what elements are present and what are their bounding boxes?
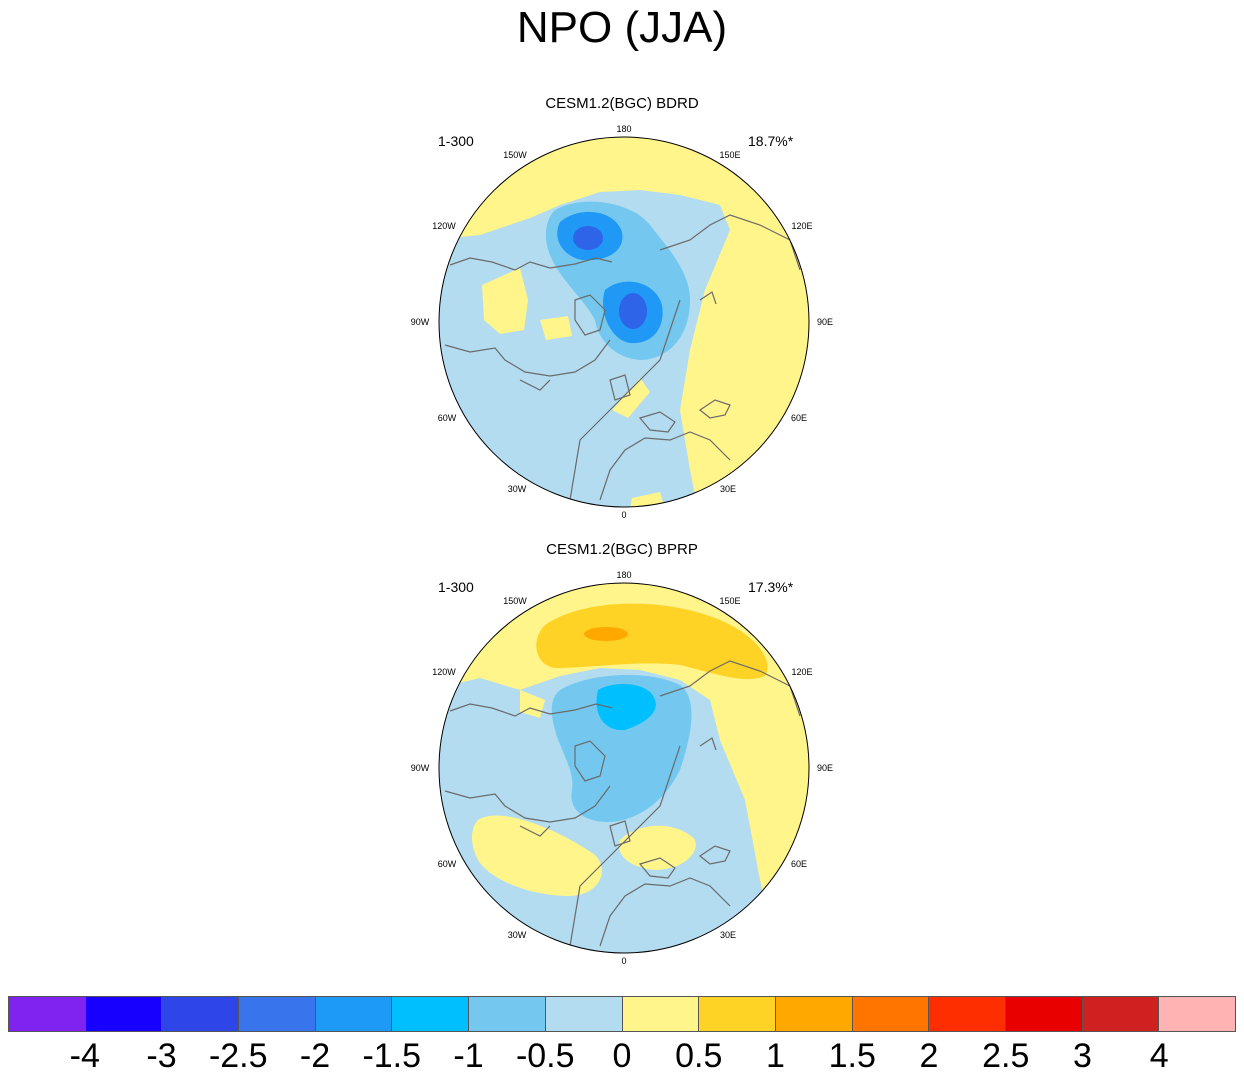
panel-title: CESM1.2(BGC) BPRP <box>546 541 698 558</box>
colorbar-swatch <box>622 997 700 1031</box>
colorbar-swatch <box>469 997 546 1031</box>
colorbar-swatch <box>1005 997 1083 1031</box>
polar-map: 180 150E 120E 90E 60E 30E 0 30W 60W 90W … <box>411 570 833 966</box>
positive-fill <box>472 815 602 896</box>
colorbar-swatch <box>162 997 240 1031</box>
lon-label: 60W <box>438 413 457 423</box>
lon-label: 120W <box>432 221 456 231</box>
polar-map: 180 150E 120E 90E 60E 30E 0 30W 60W 90W … <box>411 124 833 520</box>
panel-title: CESM1.2(BGC) BDRD <box>545 95 699 112</box>
colorbar-tick-label: 2.5 <box>982 1037 1030 1075</box>
negative-fill-light <box>551 674 692 823</box>
colorbar-tick-label: -1 <box>453 1037 484 1075</box>
lon-label: 180 <box>616 570 631 580</box>
lon-label: 150W <box>503 596 527 606</box>
colorbar-tick-label: -2.5 <box>208 1037 268 1075</box>
colorbar-tick-label: -4 <box>69 1037 100 1075</box>
colorbar-swatch <box>392 997 470 1031</box>
colorbar <box>8 996 1236 1032</box>
lon-label: 150E <box>719 150 740 160</box>
lon-label: 90W <box>411 317 430 327</box>
lon-label: 30E <box>720 930 736 940</box>
lon-label: 30E <box>720 484 736 494</box>
colorbar-tick-label: 3 <box>1073 1037 1092 1075</box>
lon-label: 60E <box>791 413 807 423</box>
colorbar-swatch <box>85 997 163 1031</box>
lon-label: 180 <box>616 124 631 134</box>
lon-label: 90W <box>411 763 430 773</box>
negative-fill-strong <box>619 293 647 329</box>
panel-bprp: CESM1.2(BGC) BPRP 1-300 17.3%* <box>0 541 1244 971</box>
colorbar-swatch <box>775 997 853 1031</box>
period-label: 1-300 <box>438 579 474 595</box>
lon-label: 120W <box>432 667 456 677</box>
negative-fill-strong <box>573 226 603 250</box>
figure-title: NPO (JJA) <box>516 3 728 52</box>
period-label: 1-300 <box>438 133 474 149</box>
longitude-labels: 180 150E 120E 90E 60E 30E 0 30W 60W 90W … <box>411 124 833 520</box>
positive-fill <box>612 378 650 418</box>
colorbar-swatch <box>545 997 623 1031</box>
colorbar-tick-label: 0 <box>612 1037 632 1075</box>
positive-fill-strong <box>584 627 628 641</box>
lon-label: 0 <box>621 510 626 520</box>
longitude-labels: 180 150E 120E 90E 60E 30E 0 30W 60W 90W … <box>411 570 833 966</box>
lon-label: 150W <box>503 150 527 160</box>
negative-fill-mid <box>596 684 656 731</box>
lon-label: 30W <box>508 930 527 940</box>
colorbar-swatch <box>1082 997 1160 1031</box>
colorbar-tick-label: -0.5 <box>515 1037 575 1075</box>
colorbar-swatch <box>852 997 930 1031</box>
colorbar-tick-label: 0.5 <box>675 1037 723 1075</box>
colorbar-tick-label: -1.5 <box>362 1037 422 1075</box>
lon-label: 90E <box>817 317 833 327</box>
lon-label: 60E <box>791 859 807 869</box>
positive-fill <box>619 825 696 870</box>
panel-bdrd: CESM1.2(BGC) BDRD 1-300 18.7%* <box>0 95 1244 525</box>
positive-fill-mid <box>536 603 768 680</box>
lon-label: 60W <box>438 859 457 869</box>
variance-label: 18.7%* <box>748 133 794 149</box>
colorbar-swatch <box>239 997 316 1031</box>
colorbar-tick-label: 1 <box>766 1037 785 1075</box>
lon-label: 150E <box>719 596 740 606</box>
colorbar-swatch <box>315 997 393 1031</box>
positive-fill <box>540 316 572 340</box>
colorbar-swatch <box>929 997 1006 1031</box>
colorbar-tick-label: -2 <box>299 1037 331 1075</box>
colorbar-labels: -4 -3 -2.5 -2 -1.5 -1 -0.5 0 0.5 1 1.5 2 2.5 3 4 <box>8 1036 1236 1076</box>
colorbar-tick-label: 2 <box>919 1037 939 1075</box>
colorbar-tick-label: -3 <box>146 1037 177 1075</box>
lon-label: 120E <box>791 221 812 231</box>
colorbar-tick-label: 4 <box>1149 1037 1169 1075</box>
lon-label: 120E <box>791 667 812 677</box>
colorbar-swatch <box>1159 997 1235 1031</box>
colorbar-tick-label: 1.5 <box>828 1037 876 1075</box>
lon-label: 90E <box>817 763 833 773</box>
positive-fill <box>439 137 809 507</box>
colorbar-swatch <box>9 997 86 1031</box>
positive-fill <box>482 268 528 334</box>
lon-label: 0 <box>621 956 626 966</box>
lon-label: 30W <box>508 484 527 494</box>
colorbar-swatch <box>699 997 776 1031</box>
variance-label: 17.3%* <box>748 579 794 595</box>
